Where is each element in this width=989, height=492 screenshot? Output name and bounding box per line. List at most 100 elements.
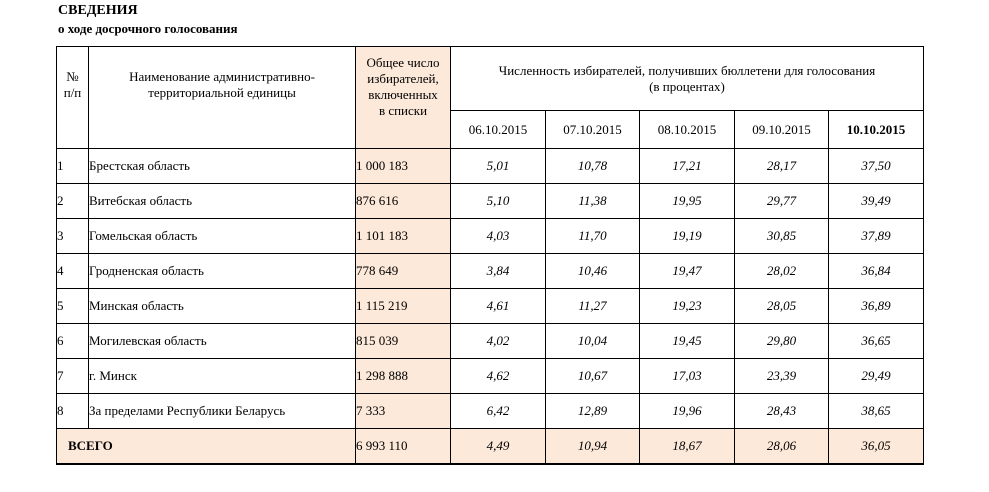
row-number: 6 <box>56 323 89 359</box>
percent-value-latest: 37,89 <box>827 218 925 254</box>
percent-value: 19,47 <box>639 253 735 289</box>
summary-total-voters: 6 993 110 <box>355 428 451 465</box>
percent-value: 19,95 <box>639 183 735 219</box>
row-number: 1 <box>56 148 89 184</box>
summary-percent: 28,06 <box>734 428 829 465</box>
unit-name: Могилевская область <box>88 323 356 359</box>
percent-value: 12,89 <box>545 393 640 429</box>
percent-value: 5,10 <box>450 183 546 219</box>
percent-value: 19,23 <box>639 288 735 324</box>
total-voters: 876 616 <box>355 183 451 219</box>
row-number: 4 <box>56 253 89 289</box>
percent-value: 28,02 <box>734 253 829 289</box>
percent-value: 28,17 <box>734 148 829 184</box>
percent-value: 11,38 <box>545 183 640 219</box>
summary-row: ВСЕГО 6 993 110 4,49 10,94 18,67 28,06 3… <box>56 428 925 465</box>
header-total-line2: избирателей, <box>367 71 439 86</box>
total-voters: 1 000 183 <box>355 148 451 184</box>
summary-percent: 4,49 <box>450 428 546 465</box>
unit-name: За пределами Республики Беларусь <box>88 393 356 429</box>
total-voters: 7 333 <box>355 393 451 429</box>
total-voters: 1 298 888 <box>355 358 451 394</box>
total-voters: 778 649 <box>355 253 451 289</box>
voting-table: № п/п Наименование административно- терр… <box>56 46 925 465</box>
header-date: 06.10.2015 <box>450 110 546 149</box>
table-row: 1 Брестская область 1 000 183 5,01 10,78… <box>56 148 925 184</box>
percent-value-latest: 37,50 <box>827 148 925 184</box>
header-total-line3: включенных <box>368 87 438 102</box>
percent-value: 19,19 <box>639 218 735 254</box>
percent-value: 29,80 <box>734 323 829 359</box>
summary-percent-latest: 36,05 <box>827 428 925 465</box>
unit-name: Гомельская область <box>88 218 356 254</box>
percent-value: 3,84 <box>450 253 546 289</box>
percent-value: 28,43 <box>734 393 829 429</box>
percent-value: 10,78 <box>545 148 640 184</box>
document-header: СВЕДЕНИЯ о ходе досрочного голосования <box>58 2 238 38</box>
percent-value: 4,02 <box>450 323 546 359</box>
table-row: 7 г. Минск 1 298 888 4,62 10,67 17,03 23… <box>56 358 925 394</box>
unit-name: г. Минск <box>88 358 356 394</box>
row-number: 2 <box>56 183 89 219</box>
percent-value-latest: 38,65 <box>827 393 925 429</box>
header-unit-name-line1: Наименование административно- <box>129 69 315 84</box>
unit-name: Минская область <box>88 288 356 324</box>
header-unit-name: Наименование административно- территориа… <box>88 46 356 149</box>
document-subtitle: о ходе досрочного голосования <box>58 21 238 36</box>
header-date: 09.10.2015 <box>734 110 829 149</box>
percent-value: 10,04 <box>545 323 640 359</box>
header-number-line2: п/п <box>63 85 82 100</box>
summary-label: ВСЕГО <box>56 428 356 465</box>
header-total-voters: Общее число избирателей, включенных в сп… <box>355 46 451 149</box>
percent-value: 29,77 <box>734 183 829 219</box>
row-number: 3 <box>56 218 89 254</box>
percent-value: 17,21 <box>639 148 735 184</box>
percent-value: 6,42 <box>450 393 546 429</box>
header-date: 07.10.2015 <box>545 110 640 149</box>
percent-value-latest: 36,65 <box>827 323 925 359</box>
summary-percent: 18,67 <box>639 428 735 465</box>
row-number: 5 <box>56 288 89 324</box>
header-total-line4: в списки <box>378 103 428 118</box>
table-row: 5 Минская область 1 115 219 4,61 11,27 1… <box>56 288 925 324</box>
percent-value: 17,03 <box>639 358 735 394</box>
percent-value: 11,27 <box>545 288 640 324</box>
percent-value: 28,05 <box>734 288 829 324</box>
header-date-latest: 10.10.2015 <box>827 110 925 149</box>
percent-value: 4,62 <box>450 358 546 394</box>
header-number: № п/п <box>56 46 89 149</box>
header-group-line2: (в процентах) <box>649 78 725 94</box>
percent-value: 11,70 <box>545 218 640 254</box>
document-title: СВЕДЕНИЯ <box>58 3 138 18</box>
percent-value: 5,01 <box>450 148 546 184</box>
percent-value-latest: 36,84 <box>827 253 925 289</box>
table-row: 8 За пределами Республики Беларусь 7 333… <box>56 393 925 429</box>
header-total-line1: Общее число <box>366 55 440 70</box>
table-row: 6 Могилевская область 815 039 4,02 10,04… <box>56 323 925 359</box>
row-number: 8 <box>56 393 89 429</box>
total-voters: 1 101 183 <box>355 218 451 254</box>
percent-value: 30,85 <box>734 218 829 254</box>
header-group-line1: Численность избирателей, получивших бюлл… <box>498 62 876 78</box>
row-number: 7 <box>56 358 89 394</box>
percent-value: 10,46 <box>545 253 640 289</box>
table-row: 4 Гродненская область 778 649 3,84 10,46… <box>56 253 925 289</box>
header-number-line1: № <box>66 69 79 84</box>
table-row: 2 Витебская область 876 616 5,10 11,38 1… <box>56 183 925 219</box>
percent-value: 4,61 <box>450 288 546 324</box>
percent-value: 23,39 <box>734 358 829 394</box>
percent-value: 4,03 <box>450 218 546 254</box>
unit-name: Брестская область <box>88 148 356 184</box>
percent-value-latest: 36,89 <box>827 288 925 324</box>
percent-value: 19,96 <box>639 393 735 429</box>
header-ballots-group: Численность избирателей, получивших бюлл… <box>449 46 925 111</box>
unit-name: Гродненская область <box>88 253 356 289</box>
total-voters: 815 039 <box>355 323 451 359</box>
percent-value: 10,67 <box>545 358 640 394</box>
percent-value: 19,45 <box>639 323 735 359</box>
header-date: 08.10.2015 <box>639 110 735 149</box>
header-unit-name-line2: территориальной единицы <box>148 85 296 100</box>
table-row: 3 Гомельская область 1 101 183 4,03 11,7… <box>56 218 925 254</box>
total-voters: 1 115 219 <box>355 288 451 324</box>
percent-value-latest: 39,49 <box>827 183 925 219</box>
